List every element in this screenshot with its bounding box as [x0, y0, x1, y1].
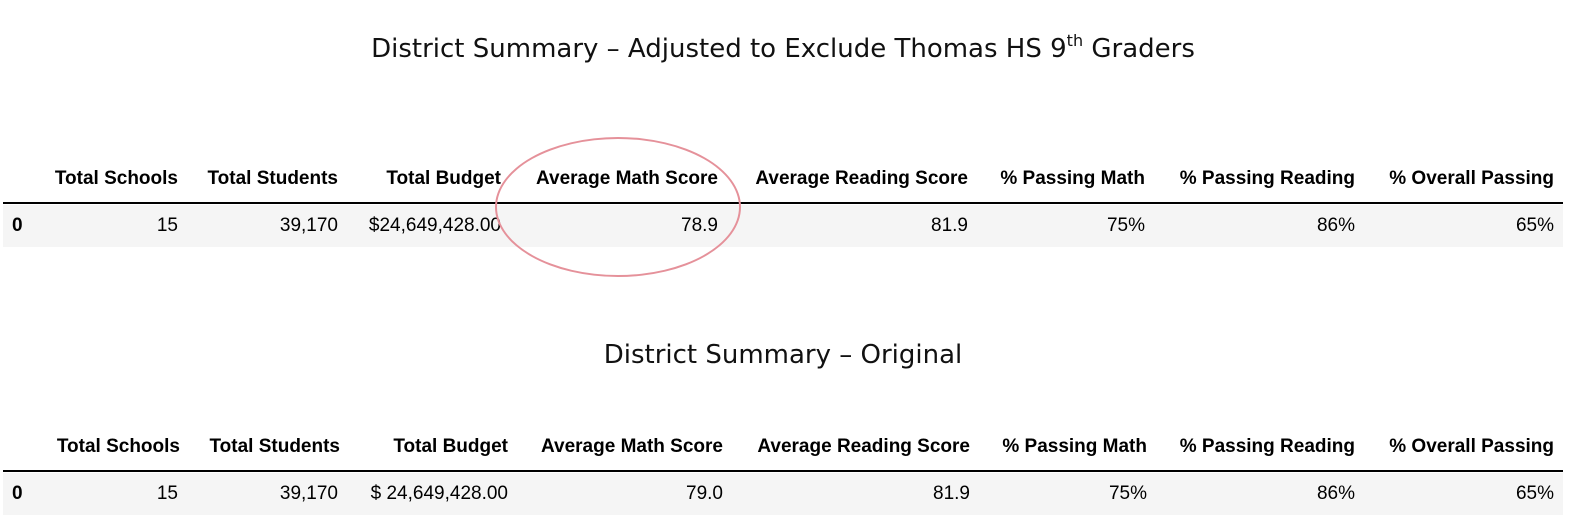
table-row — [3, 205, 1563, 247]
header-overall-passing: % Overall Passing — [1389, 168, 1554, 189]
cell-total-budget: $ 24,649,428.00 — [370, 483, 508, 504]
cell-overall-passing: 65% — [1515, 215, 1554, 236]
cell-total-schools: 15 — [156, 483, 178, 504]
header-total-schools: Total Schools — [54, 168, 178, 189]
original-summary-table: Total Schools Total Students Total Budge… — [3, 428, 1563, 516]
cell-average-reading-score: 81.9 — [933, 483, 970, 504]
cell-passing-math: 75% — [1106, 215, 1145, 236]
header-total-students: Total Students — [207, 168, 338, 189]
header-passing-reading: % Passing Reading — [1179, 168, 1355, 189]
header-divider — [3, 470, 1563, 472]
header-average-reading-score: Average Reading Score — [755, 168, 968, 189]
original-summary-title: District Summary – Original — [603, 340, 963, 370]
cell-average-math-score: 79.0 — [686, 483, 723, 504]
cell-passing-reading: 86% — [1316, 483, 1355, 504]
header-total-students: Total Students — [209, 436, 340, 457]
cell-average-math-score: 78.9 — [681, 215, 718, 236]
header-passing-reading: % Passing Reading — [1179, 436, 1355, 457]
header-passing-math: % Passing Math — [1002, 436, 1147, 457]
table-row — [3, 473, 1563, 515]
header-passing-math: % Passing Math — [1000, 168, 1145, 189]
header-average-math-score: Average Math Score — [541, 436, 723, 457]
row-index: 0 — [12, 215, 23, 236]
cell-total-students: 39,170 — [279, 483, 338, 504]
cell-overall-passing: 65% — [1515, 483, 1554, 504]
cell-total-students: 39,170 — [279, 215, 338, 236]
header-average-math-score: Average Math Score — [536, 168, 718, 189]
cell-passing-reading: 86% — [1316, 215, 1355, 236]
cell-total-schools: 15 — [156, 215, 178, 236]
adjusted-summary-title: District Summary – Adjusted to Exclude T… — [371, 31, 1195, 65]
adjusted-summary-table: Total Schools Total Students Total Budge… — [3, 160, 1563, 248]
header-total-budget: Total Budget — [393, 436, 508, 457]
header-total-budget: Total Budget — [386, 168, 501, 189]
header-total-schools: Total Schools — [56, 436, 180, 457]
cell-total-budget: $24,649,428.00 — [368, 215, 501, 236]
cell-passing-math: 75% — [1108, 483, 1147, 504]
header-average-reading-score: Average Reading Score — [757, 436, 970, 457]
cell-average-reading-score: 81.9 — [931, 215, 968, 236]
header-overall-passing: % Overall Passing — [1389, 436, 1554, 457]
header-divider — [3, 202, 1563, 204]
row-index: 0 — [12, 483, 23, 504]
